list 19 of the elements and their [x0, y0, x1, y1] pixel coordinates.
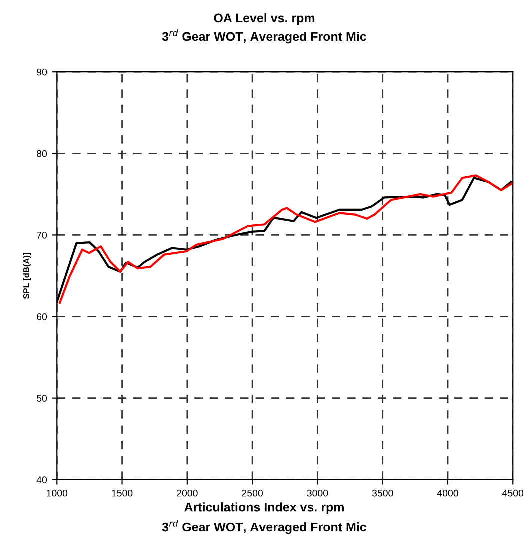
y-tick-label: 50 [36, 395, 48, 402]
x-tick-label: 2000 [177, 490, 198, 497]
y-tick-label: 90 [37, 68, 48, 76]
text: Articulations Index vs. rpm [184, 502, 344, 514]
y-axis-title: SPL [dB(A)] [23, 253, 32, 300]
text: 3$^{rd}$ Gear WOT, Averaged Front Mic [162, 520, 366, 534]
chart-subtitle: 3$^{rd}$ Gear WOT, Averaged Front Mic [162, 30, 366, 44]
x-tick-label: 4500 [502, 490, 524, 497]
y-tick-label: 80 [37, 150, 48, 158]
y-tick-label: 60 [37, 314, 48, 320]
chart-title: OA Level vs. rpm [214, 13, 315, 26]
y-tick-label: 40 [36, 476, 48, 484]
x-tick-label: 2500 [242, 490, 263, 497]
y-tick-label: 70 [37, 232, 48, 239]
x-tick-label: 4000 [437, 490, 458, 497]
x-tick-label: 1000 [47, 490, 68, 497]
x-tick-label: 3500 [372, 490, 394, 497]
x-tick-label: 3000 [307, 490, 328, 497]
x-tick-label: 1500 [112, 490, 133, 497]
